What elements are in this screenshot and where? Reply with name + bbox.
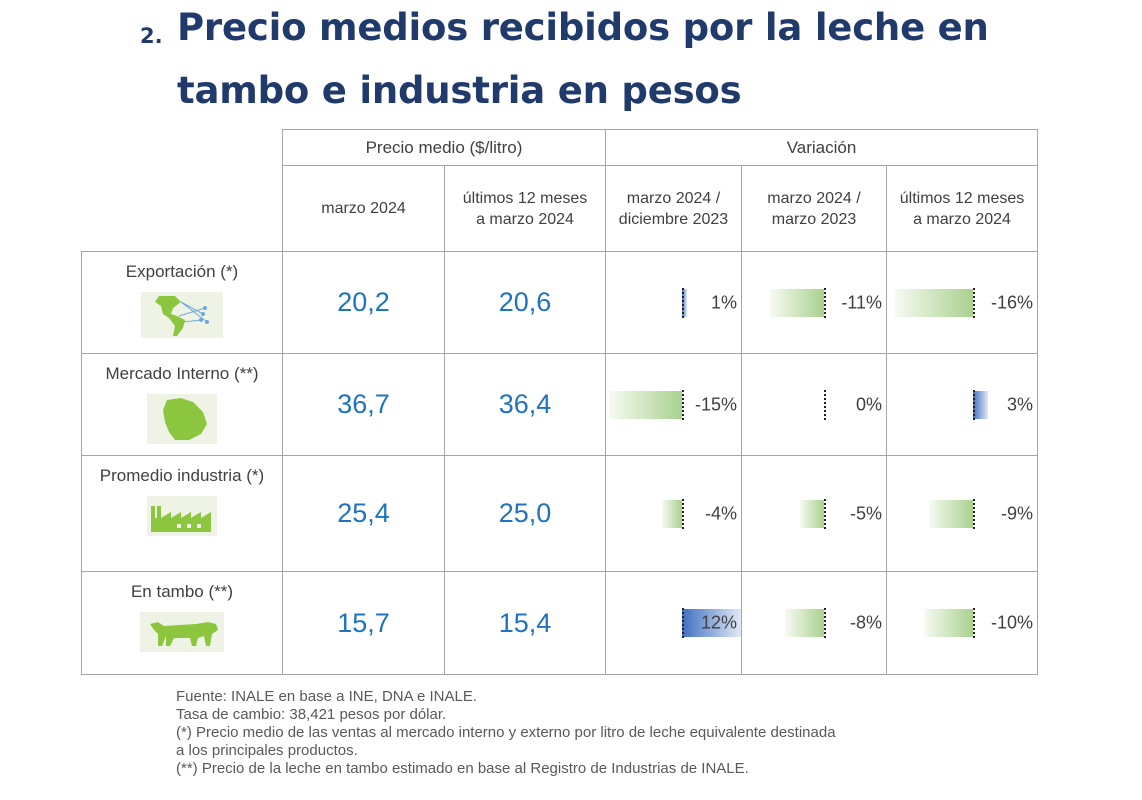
var-axis [682, 608, 684, 638]
footnotes: Fuente: INALE en base a INE, DNA e INALE… [176, 688, 836, 778]
var-value: -15% [694, 394, 737, 414]
price-12-meses: 25,0 [444, 455, 606, 572]
var-axis [824, 287, 826, 318]
var-axis [973, 498, 975, 529]
var-cell: -4% [605, 455, 742, 572]
var-bar [662, 499, 682, 528]
group-header-price: Precio medio ($/litro) [282, 129, 606, 166]
var-value: -9% [1000, 503, 1033, 523]
table-row: Promedio industria (*) 25,4 25,0 -4% -5%… [81, 455, 1038, 572]
var-axis [824, 608, 826, 638]
var-bar [682, 609, 741, 637]
var-bar [894, 288, 973, 317]
var-axis [824, 498, 826, 529]
var-bar [799, 499, 824, 528]
var-cell: -5% [741, 455, 887, 572]
var-cell: -15% [605, 353, 742, 456]
table-row: Mercado Interno (**) 36,7 36,4 -15% 0% 3… [81, 353, 1038, 456]
corner-cell [81, 129, 283, 252]
factory-icon [147, 496, 217, 536]
var-value: -16% [990, 292, 1033, 312]
uruguay-map-icon [147, 394, 217, 444]
price-12-meses: 20,6 [444, 251, 606, 354]
var-cell: -16% [886, 251, 1038, 354]
var-value: -8% [849, 612, 882, 633]
var-axis [682, 287, 684, 318]
price-marzo-2024: 20,2 [282, 251, 445, 354]
note-asterisk-cont: a los principales productos. [176, 742, 358, 759]
var-bar [770, 288, 824, 317]
row-label: Exportación (*) [125, 262, 239, 281]
row-label-cell: Promedio industria (*) [81, 455, 283, 572]
var-axis [973, 287, 975, 318]
var-bar [924, 609, 973, 637]
price-12-meses: 15,4 [444, 571, 606, 675]
title-line-2: tambo e industria en pesos [177, 69, 742, 112]
price-marzo-2024: 15,7 [282, 571, 445, 675]
var-bar [608, 390, 682, 419]
title-line-1: Precio medios recibidos por la leche en [177, 6, 989, 49]
var-value: 0% [855, 394, 882, 414]
price-12-meses: 36,4 [444, 353, 606, 456]
var-value: 1% [710, 292, 737, 312]
header-var-mar-2023: marzo 2024 /marzo 2023 [741, 165, 887, 252]
cow-icon [140, 612, 224, 652]
var-axis [973, 389, 975, 420]
var-cell: 0% [741, 353, 887, 456]
note-exchange-rate: Tasa de cambio: 38,421 pesos por dólar. [176, 706, 447, 723]
var-value: 3% [1006, 394, 1033, 414]
header-var-12-meses: últimos 12 meses a marzo 2024 [886, 165, 1038, 252]
price-table: Precio medio ($/litro) Variación marzo 2… [81, 129, 1038, 675]
var-bar [682, 288, 687, 317]
var-bar [784, 609, 824, 637]
var-axis [682, 498, 684, 529]
var-cell: -11% [741, 251, 887, 354]
group-header-variation: Variación [605, 129, 1038, 166]
var-value: -5% [849, 503, 882, 523]
var-axis [973, 608, 975, 638]
table-row: En tambo (**) 15,7 15,4 12% -8% -10% [81, 571, 1038, 675]
var-value: -4% [704, 503, 737, 523]
var-axis [682, 389, 684, 420]
note-source: Fuente: INALE en base a INE, DNA e INALE… [176, 688, 477, 705]
header-marzo-2024: marzo 2024 [282, 165, 445, 252]
var-bar [973, 390, 988, 419]
header-ultimos-12-meses: últimos 12 meses a marzo 2024 [444, 165, 606, 252]
var-value: -10% [990, 612, 1033, 633]
var-cell: 12% [605, 571, 742, 675]
note-double-asterisk: (**) Precio de la leche en tambo estimad… [176, 760, 749, 777]
var-cell: -8% [741, 571, 887, 675]
americas-map-icon [141, 292, 223, 338]
var-axis [824, 389, 826, 420]
row-label-cell: Exportación (*) [81, 251, 283, 354]
row-label: Promedio industria (*) [99, 466, 265, 485]
header-var-dic-2023: marzo 2024 /diciembre 2023 [605, 165, 742, 252]
table-row: Exportación (*) 20,2 20,6 1% -11% -16% [81, 251, 1038, 354]
var-cell: 3% [886, 353, 1038, 456]
price-marzo-2024: 36,7 [282, 353, 445, 456]
var-bar [928, 499, 973, 528]
note-asterisk: (*) Precio medio de las ventas al mercad… [176, 724, 836, 741]
var-cell: 1% [605, 251, 742, 354]
var-value: 12% [700, 612, 737, 633]
row-label: Mercado Interno (**) [105, 364, 259, 383]
var-cell: -9% [886, 455, 1038, 572]
price-marzo-2024: 25,4 [282, 455, 445, 572]
row-label-cell: Mercado Interno (**) [81, 353, 283, 456]
row-label: En tambo (**) [130, 582, 234, 601]
row-label-cell: En tambo (**) [81, 571, 283, 675]
var-value: -11% [841, 292, 882, 312]
var-cell: -10% [886, 571, 1038, 675]
title-number: 2. [140, 24, 163, 48]
